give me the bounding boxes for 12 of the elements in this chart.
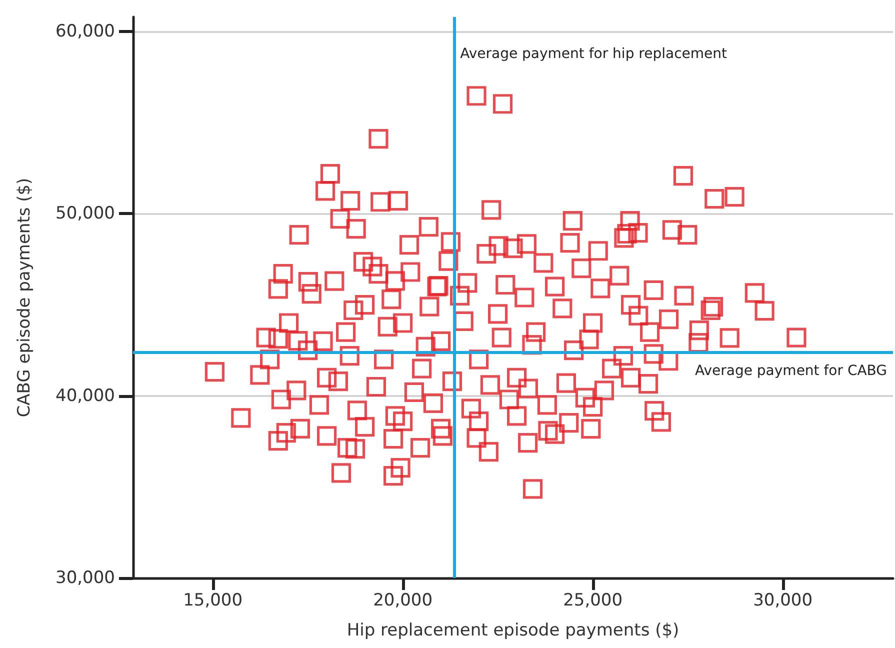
x-tick-label: 20,000: [373, 590, 433, 610]
x-tick-label: 30,000: [753, 590, 813, 610]
y-tick-label: 30,000: [56, 568, 115, 588]
y-tick-label: 60,000: [56, 22, 115, 42]
x-tick-label: 15,000: [183, 590, 243, 610]
x-tick-label: 25,000: [563, 590, 623, 610]
ref-line-label: Average payment for hip replacement: [460, 46, 728, 62]
y-tick-label: 40,000: [56, 386, 115, 406]
y-tick-label: 50,000: [56, 204, 115, 224]
x-axis-title: Hip replacement episode payments ($): [346, 620, 680, 640]
y-axis-title: CABG episode payments ($): [14, 178, 34, 418]
ref-line-label: Average payment for CABG: [694, 363, 887, 380]
